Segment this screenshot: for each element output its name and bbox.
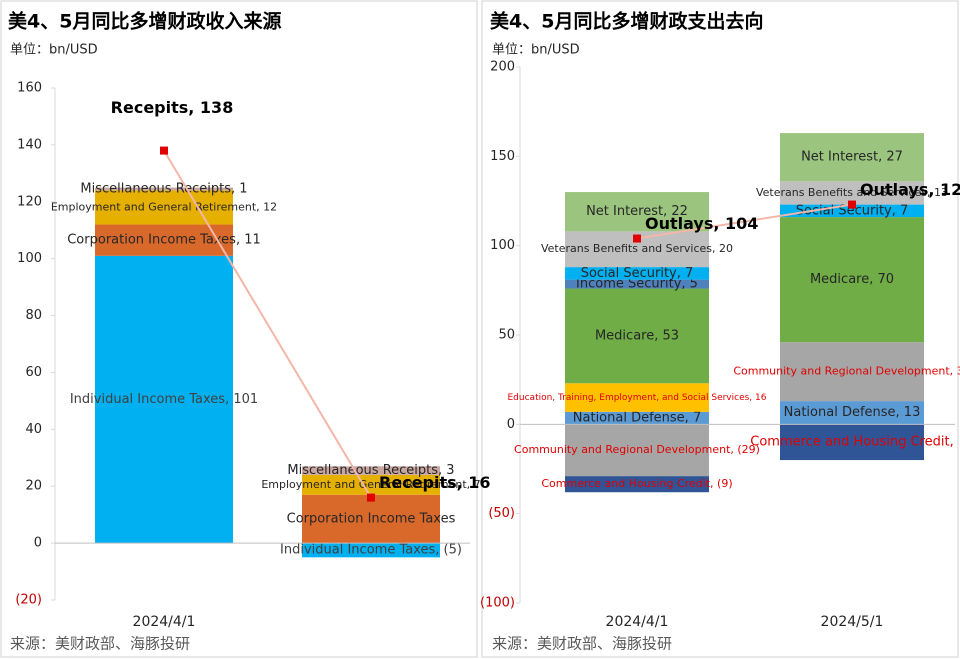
bar-segment: [302, 466, 440, 475]
bar-segment: [95, 255, 233, 544]
bar-segment: [780, 424, 924, 461]
total-line: [636, 203, 853, 240]
bar-segment: [95, 187, 233, 191]
data-label: Corporation Income Taxes, 11: [67, 233, 261, 248]
data-label: Individual Income Taxes, 101: [70, 392, 258, 407]
data-label: Miscellaneous Receipts, 1: [80, 181, 247, 196]
data-label: Veterans Benefits and Services, 13: [756, 186, 948, 199]
data-label: Miscellaneous Receipts, 3: [287, 463, 454, 478]
y-tick-label: (100): [480, 596, 515, 611]
bar-segment: [302, 494, 440, 544]
bar-segment: [780, 401, 924, 425]
data-label: Veterans Benefits and Services, 20: [541, 242, 733, 255]
data-label: Corporation Income Taxes: [287, 511, 456, 526]
y-tick-label: (50): [488, 506, 515, 521]
bar-segment: [302, 543, 440, 558]
bar-segment: [565, 279, 709, 289]
panel-frame: [0, 0, 478, 658]
total-marker: [367, 493, 375, 502]
data-label: National Defense, 7: [573, 411, 701, 426]
total-label: Recepits, 138: [111, 98, 234, 117]
bar-segment: [780, 204, 924, 218]
data-label: Employment and General Retirement, 12: [51, 200, 277, 213]
data-label: Medicare, 53: [595, 328, 679, 343]
bar-segment: [780, 133, 924, 182]
y-tick-label: 120: [17, 194, 42, 209]
chart-title: 美4、5月同比多增财政收入来源: [8, 10, 281, 33]
bar-segment: [302, 474, 440, 495]
bar-segment: [565, 192, 709, 232]
y-tick-label: (20): [15, 593, 42, 608]
total-label: Recepits, 16: [379, 473, 491, 492]
data-label: Individual Income Taxes, (5): [280, 543, 462, 558]
data-label: Medicare, 70: [810, 272, 894, 287]
total-label: Outlays, 104: [645, 214, 758, 233]
bar-segment: [780, 217, 924, 343]
x-tick-label: 2024/5/1: [821, 614, 884, 630]
y-tick-label: 150: [490, 149, 515, 164]
data-label: Social Security, 7: [581, 266, 694, 281]
y-tick-label: 0: [34, 536, 42, 551]
bar-segment: [565, 476, 709, 493]
bar-segment: [565, 411, 709, 425]
bar-segment: [565, 424, 709, 477]
data-label: Employment and General Retirement, 7: [261, 478, 480, 491]
source-note: 来源：美财政部、海豚投研: [492, 635, 672, 653]
x-tick-label: 2024/4/1: [133, 614, 196, 630]
bar-segment: [780, 181, 924, 205]
data-label: Commerce and Housing Credit, (9): [541, 477, 732, 490]
y-tick-label: 60: [25, 365, 42, 380]
y-tick-label: 50: [498, 328, 515, 343]
data-label: National Defense, 13: [784, 405, 921, 420]
total-marker: [633, 234, 641, 243]
bar-segment: [95, 190, 233, 225]
y-tick-label: 140: [17, 137, 42, 152]
data-label: Social Security, 7: [796, 203, 909, 218]
data-label: Income Security, 5: [576, 277, 698, 292]
total-marker: [160, 146, 168, 155]
y-tick-label: 100: [17, 251, 42, 266]
data-label: Commerce and Housing Credit,: [750, 435, 954, 450]
data-label: Net Interest, 22: [586, 204, 688, 219]
bar-segment: [95, 224, 233, 256]
chart-title: 美4、5月同比多增财政支出去向: [490, 10, 763, 33]
bar-segment: [565, 288, 709, 384]
bar-segment: [565, 383, 709, 412]
y-tick-label: 100: [490, 238, 515, 253]
x-tick-label: 2024/4/1: [606, 614, 669, 630]
bar-segment: [780, 342, 924, 402]
bar-segment: [565, 267, 709, 280]
y-tick-label: 0: [507, 417, 515, 432]
unit-label: 单位：bn/USD: [10, 43, 98, 58]
data-label: Education, Training, Employment, and Soc…: [508, 393, 767, 403]
y-tick-label: 40: [25, 422, 42, 437]
y-tick-label: 200: [490, 60, 515, 75]
y-tick-label: 20: [25, 479, 42, 494]
total-label: Outlays, 123: [860, 180, 960, 199]
y-tick-label: 160: [17, 81, 42, 96]
unit-label: 单位：bn/USD: [492, 43, 580, 58]
data-label: Net Interest, 27: [801, 150, 903, 165]
y-tick-label: 80: [25, 308, 42, 323]
total-marker: [848, 200, 856, 209]
total-line: [163, 150, 372, 499]
source-note: 来源：美财政部、海豚投研: [10, 635, 190, 653]
data-label: Community and Regional Development, 33: [733, 365, 960, 378]
data-label: Community and Regional Development, (29): [514, 443, 760, 456]
